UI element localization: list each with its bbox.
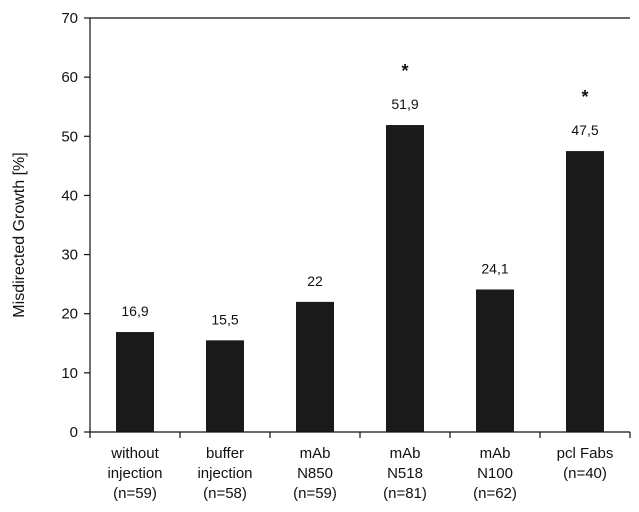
bar [116,332,154,432]
bar-value-label: 16,9 [121,303,148,319]
bar [206,340,244,432]
bar-value-label: 15,5 [211,311,238,327]
y-tick-label: 0 [70,424,78,441]
x-category-label: buffer injection (n=58) [197,445,252,502]
bar [476,289,514,432]
x-category-label: mAb N518 (n=81) [383,445,427,502]
bar-value-label: 22 [307,273,323,289]
y-tick-label: 10 [61,365,78,382]
bars [116,125,604,433]
bar [296,301,334,432]
bar [566,151,604,433]
axes [89,17,631,438]
x-category-label: mAb N100 (n=62) [473,445,517,502]
y-axis-label: Misdirected Growth [%] [11,152,28,317]
y-tick-label: 30 [61,247,78,264]
y-tick-label: 20 [61,306,78,323]
bar-value-label: 24,1 [481,260,508,276]
significance-markers: ** [401,61,588,107]
y-tick-label: 50 [61,128,78,145]
x-category-label: mAb N850 (n=59) [293,445,337,502]
y-tick-label: 60 [61,69,78,86]
x-category-label: without injection (n=59) [107,445,162,502]
bar-value-label: 47,5 [571,122,598,138]
y-tick-label: 40 [61,187,78,204]
x-category-label: pcl Fabs (n=40) [557,445,614,482]
y-tick-label: 70 [61,10,78,27]
significance-asterisk: * [581,87,588,107]
x-axis-category-labels: without injection (n=59) buffer injection (n=… [107,445,613,502]
bar-data-labels: 16,9 15,5 22 51,9 24,1 47,5 [121,96,598,327]
bar [386,125,424,432]
significance-asterisk: * [401,61,408,81]
y-axis-ticks: 0 10 20 30 40 50 60 70 [61,10,90,441]
bar-value-label: 51,9 [391,96,418,112]
